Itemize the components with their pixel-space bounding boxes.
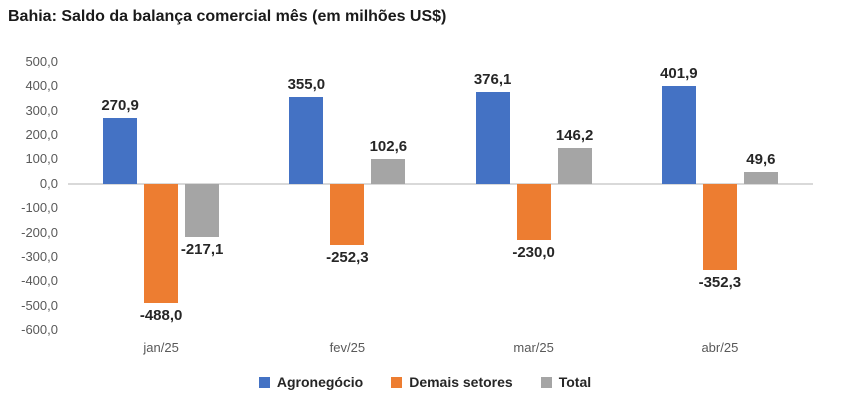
chart-title: Bahia: Saldo da balança comercial mês (e… xyxy=(8,8,447,25)
bar xyxy=(661,85,696,184)
x-category-label: jan/25 xyxy=(143,340,179,355)
bar xyxy=(557,148,592,184)
y-tick-label: 500,0 xyxy=(25,54,58,69)
bar xyxy=(743,171,778,184)
y-tick-label: -400,0 xyxy=(21,273,58,289)
bar-value-label: 401,9 xyxy=(660,64,698,82)
legend: Agronegócio Demais setores Total xyxy=(0,374,850,390)
legend-item: Demais setores xyxy=(391,374,513,390)
bar xyxy=(702,183,737,270)
bar-value-label: -352,3 xyxy=(698,273,742,291)
bar-value-label: -217,1 xyxy=(180,240,224,258)
bar xyxy=(475,92,510,184)
bar xyxy=(289,97,324,184)
y-tick-label: -500,0 xyxy=(21,297,58,313)
bar xyxy=(516,183,551,240)
legend-swatch-icon xyxy=(391,376,403,388)
bar xyxy=(330,183,365,246)
legend-swatch-icon xyxy=(258,376,270,388)
legend-item: Total xyxy=(540,374,592,390)
y-tick-label: -200,0 xyxy=(21,224,58,240)
y-tick-label: 0,0 xyxy=(39,175,58,191)
x-category-label: mar/25 xyxy=(513,340,554,355)
bar-value-label: 146,2 xyxy=(555,127,594,145)
legend-item: Agronegócio xyxy=(258,374,364,390)
bar-value-label: 376,1 xyxy=(473,71,512,89)
bar xyxy=(185,183,220,237)
bar xyxy=(144,183,179,303)
y-tick-label: 200,0 xyxy=(25,127,58,143)
legend-label: Agronegócio xyxy=(276,374,364,390)
bar-value-label: 102,6 xyxy=(369,137,408,155)
x-category-label: abr/25 xyxy=(701,340,739,355)
bar xyxy=(103,117,138,184)
y-tick-label: 100,0 xyxy=(25,151,58,167)
y-tick-label: 400,0 xyxy=(25,78,58,94)
legend-label: Demais setores xyxy=(409,374,513,390)
y-tick-label: -300,0 xyxy=(21,248,58,264)
y-tick-label: 300,0 xyxy=(25,102,58,118)
bar-value-label: -252,3 xyxy=(326,249,369,267)
legend-label: Total xyxy=(558,374,592,390)
bar-value-label: -488,0 xyxy=(139,306,183,324)
legend-swatch-icon xyxy=(540,376,552,388)
x-axis-line xyxy=(68,182,813,185)
bar-value-label: 270,9 xyxy=(101,96,139,114)
bar-value-label: 355,0 xyxy=(287,76,326,94)
y-tick-label: -600,0 xyxy=(21,322,58,337)
y-tick-label: -100,0 xyxy=(21,200,58,216)
bar xyxy=(371,158,406,184)
x-category-label: fev/25 xyxy=(329,340,366,355)
bar-value-label: 49,6 xyxy=(746,150,776,168)
bar-value-label: -230,0 xyxy=(512,243,555,261)
